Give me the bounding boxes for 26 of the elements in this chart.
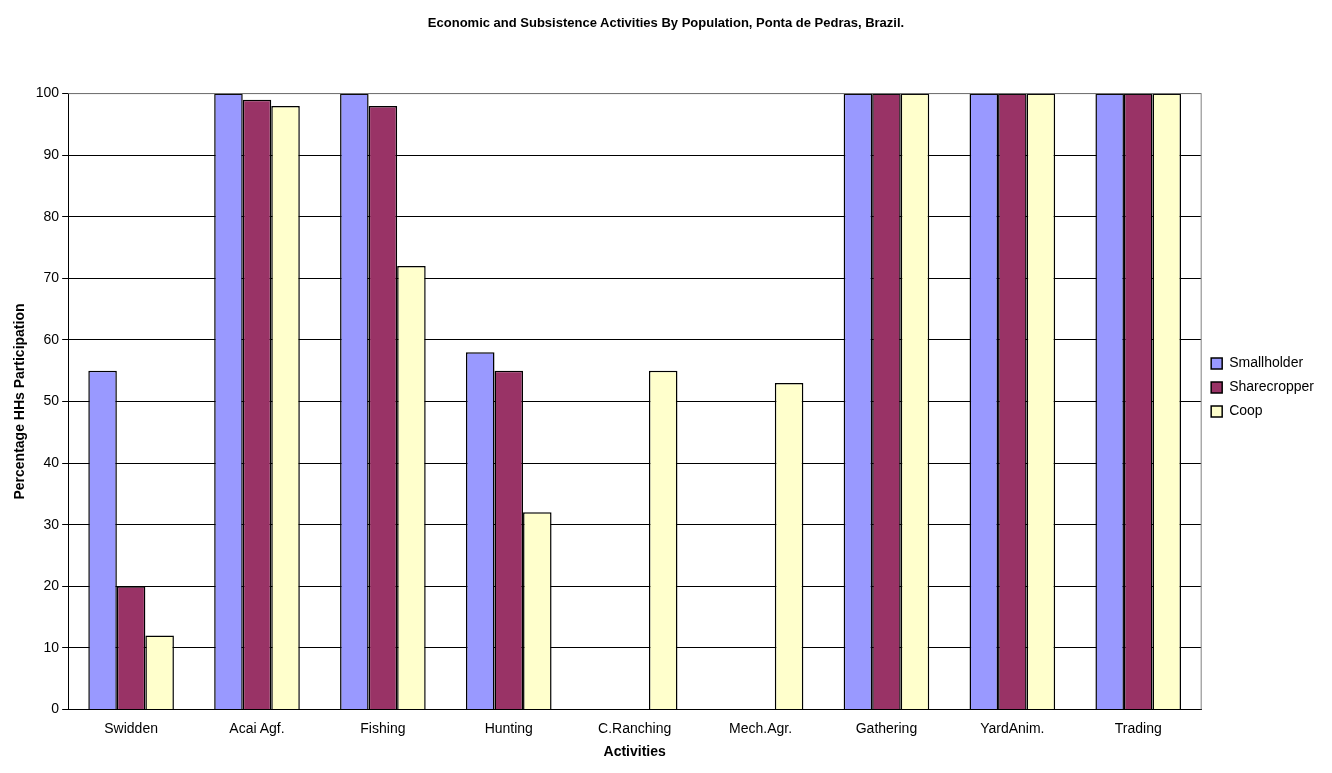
legend-label: Coop — [1229, 402, 1263, 419]
y-tick-label: 0 — [51, 700, 60, 717]
x-tick-label: Fishing — [360, 719, 406, 736]
y-tick-label: 30 — [43, 515, 60, 532]
legend-label: Smallholder — [1229, 354, 1304, 371]
y-tick-label: 70 — [43, 269, 60, 286]
x-tick-label: Hunting — [484, 719, 533, 736]
x-tick-label: Swidden — [104, 719, 158, 736]
chart-title: Economic and Subsistence Activities By Population, Ponta de Pedras, Brazil. — [427, 15, 905, 31]
x-tick-label: Trading — [1114, 719, 1162, 736]
x-tick-label: Acai Agf. — [229, 719, 285, 736]
x-tick-label: Gathering — [855, 719, 918, 736]
y-tick-label: 100 — [35, 84, 60, 101]
x-axis-title: Activities — [603, 743, 666, 760]
y-tick-label: 90 — [43, 146, 60, 163]
legend-label: Sharecropper — [1229, 378, 1315, 395]
x-tick-label: Mech.Agr. — [729, 719, 793, 736]
y-tick-label: 10 — [43, 638, 60, 655]
y-axis-title: Percentage HHs Participation — [11, 303, 28, 500]
x-tick-label: C.Ranching — [598, 719, 672, 736]
y-tick-label: 60 — [43, 330, 60, 347]
y-tick-label: 40 — [43, 453, 60, 470]
x-tick-label: YardAnim. — [980, 719, 1045, 736]
y-tick-label: 20 — [43, 577, 60, 594]
y-tick-label: 80 — [43, 207, 60, 224]
y-tick-label: 50 — [43, 392, 60, 409]
